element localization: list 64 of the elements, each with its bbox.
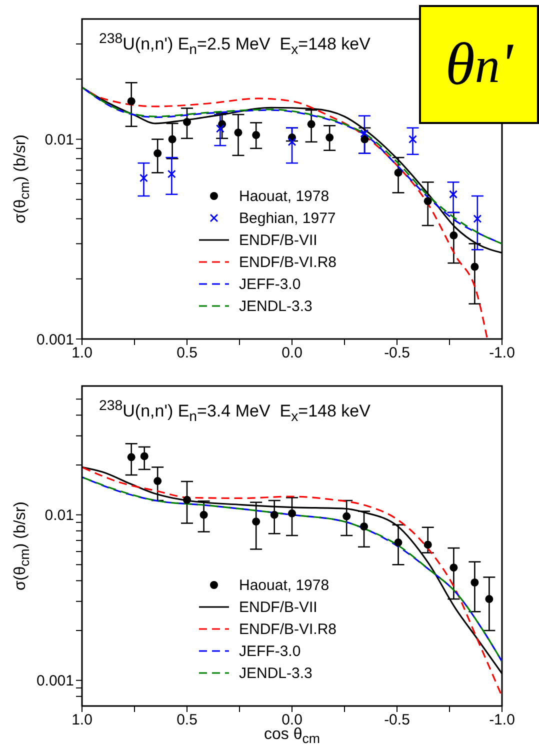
legend-label: ENDF/B-VI.R8 xyxy=(239,620,337,638)
x-tick-label: 0.5 xyxy=(176,712,198,729)
legend-label: JENDL-3.3 xyxy=(239,664,312,682)
legend-label: JEFF-3.0 xyxy=(239,642,301,660)
text: $^{238}$U(n,n') E$_{n}$=2.5 MeV E$_{x}$=148 keV xyxy=(99,31,370,58)
x-tick-label: 0.0 xyxy=(282,344,302,362)
point xyxy=(408,135,417,144)
point xyxy=(154,149,162,158)
point xyxy=(288,138,296,146)
point xyxy=(307,120,316,128)
x-axis-title: cos θ$_{cm}$ xyxy=(264,726,320,746)
point xyxy=(154,477,162,486)
legend-label: Beghian, 1977 xyxy=(239,210,336,226)
point xyxy=(288,509,296,518)
point xyxy=(450,564,458,572)
legend-label: JENDL-3.3 xyxy=(239,298,312,314)
point xyxy=(234,128,242,137)
point xyxy=(167,170,176,178)
point xyxy=(270,510,278,519)
x-tick-label: -0.5 xyxy=(384,712,410,729)
point xyxy=(485,595,494,604)
point xyxy=(424,197,432,206)
x-tick-label: 1.0 xyxy=(72,712,92,729)
point xyxy=(183,496,191,504)
point xyxy=(326,134,334,142)
legend-label: ENDF/B-VI.R8 xyxy=(239,254,337,270)
y-tick-label: 0.01 xyxy=(44,132,74,149)
point xyxy=(449,190,458,199)
x-tick-label: -1.0 xyxy=(489,344,515,362)
text: $^{238}$U(n,n') E$_{n}$=3.4 MeV E$_{x}$=148 keV xyxy=(99,398,370,426)
legend-label: JEFF-3.0 xyxy=(239,276,301,292)
point xyxy=(216,124,224,133)
x-tick-label: 1.0 xyxy=(72,344,92,362)
point xyxy=(183,118,191,126)
point xyxy=(360,135,369,144)
point xyxy=(252,131,260,140)
point xyxy=(252,518,260,526)
point xyxy=(470,262,479,271)
y-tick-label: 0.001 xyxy=(36,331,74,348)
point xyxy=(360,522,368,530)
point xyxy=(140,452,148,460)
point xyxy=(127,453,136,462)
point xyxy=(424,540,432,549)
y-tick-label: 0.01 xyxy=(44,507,74,524)
legend-label: Haouat, 1978 xyxy=(239,576,330,594)
point xyxy=(394,168,402,177)
point xyxy=(127,97,136,106)
x-tick-label: -0.5 xyxy=(384,344,410,362)
point xyxy=(360,129,369,138)
point xyxy=(168,135,176,144)
line-series xyxy=(82,86,488,339)
legend-label: Haouat, 1978 xyxy=(239,188,330,204)
point xyxy=(139,174,148,182)
point xyxy=(450,231,458,240)
point xyxy=(394,538,402,547)
point xyxy=(200,510,208,519)
legend-label: ENDF/B-VII xyxy=(239,232,318,248)
point xyxy=(470,578,479,587)
x-tick-label: -1.0 xyxy=(489,712,515,729)
point xyxy=(473,214,482,223)
point xyxy=(342,512,351,520)
y-tick-label: 0.001 xyxy=(36,672,74,690)
legend-label: ENDF/B-VII xyxy=(239,598,318,616)
x-tick-label: 0.5 xyxy=(176,344,198,362)
